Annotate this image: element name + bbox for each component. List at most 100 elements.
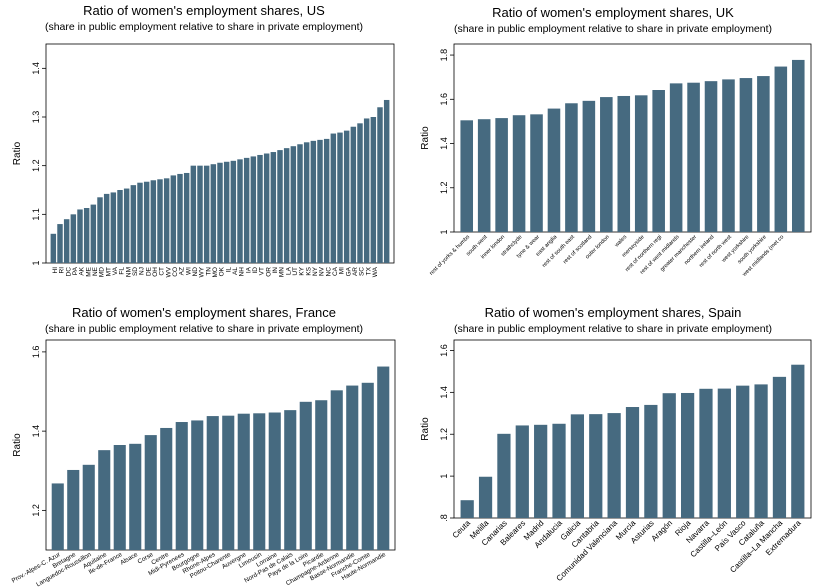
x-tick-label: MT: [105, 267, 112, 276]
x-tick-label: KS: [305, 266, 312, 275]
bar: [652, 90, 665, 233]
y-tick-label: 1.4: [31, 425, 41, 438]
bar: [699, 388, 713, 518]
x-tick-label: RI: [59, 267, 66, 274]
bar: [170, 175, 177, 263]
bar: [143, 181, 150, 263]
bar: [113, 445, 126, 550]
bar: [530, 114, 543, 232]
y-tick-label: 1.6: [439, 93, 449, 106]
x-tick-label: AL: [232, 267, 239, 275]
x-tick-label: SD: [132, 267, 139, 276]
x-tick-label: NJ: [139, 267, 146, 275]
bar: [717, 388, 731, 518]
x-tick-label: CO: [172, 267, 179, 277]
bar: [129, 443, 142, 550]
bar: [90, 204, 97, 263]
bar: [361, 382, 374, 550]
bar: [370, 117, 377, 263]
x-tick-label: MI: [339, 267, 346, 274]
x-tick-label: NH: [239, 267, 246, 277]
bar: [190, 165, 197, 263]
bar: [589, 414, 603, 518]
bar: [183, 172, 190, 263]
bar: [515, 425, 529, 518]
bar: [512, 115, 526, 232]
y-tick-label: 1.4: [439, 386, 449, 399]
x-tick-label: VA: [112, 266, 119, 275]
bar: [477, 119, 491, 232]
bar: [478, 476, 493, 518]
bar: [739, 78, 753, 232]
bar: [600, 97, 613, 232]
x-tick-label: DC: [65, 267, 72, 277]
bar: [534, 424, 548, 518]
bar: [150, 180, 157, 263]
x-tick-label: MO: [212, 267, 219, 277]
x-tick-label: UT: [292, 267, 299, 276]
bar: [383, 99, 390, 263]
bar: [644, 404, 658, 518]
chart-svg: .811.21.41.6RatioCeutaMelillaCanariasBal…: [420, 339, 812, 583]
bar: [722, 79, 735, 232]
x-tick-label: AK: [79, 266, 86, 275]
bar: [222, 415, 235, 550]
bar: [791, 364, 805, 518]
x-tick-label: KY: [299, 266, 306, 275]
bar: [283, 148, 290, 263]
bar: [203, 165, 210, 263]
x-tick-label: IN: [272, 267, 279, 274]
x-tick-label: SC: [359, 267, 366, 276]
bar: [680, 392, 695, 518]
bar: [363, 118, 370, 264]
bar: [736, 385, 750, 518]
x-tick-label: NC: [325, 267, 332, 277]
bar: [130, 185, 137, 263]
chart-panel-uk: Ratio of women's employment shares, UK (…: [409, 0, 817, 294]
x-tick-label: LA: [285, 266, 292, 275]
bar: [237, 413, 250, 550]
bar: [268, 412, 281, 550]
y-axis-label: Ratio: [420, 126, 431, 150]
bar: [253, 413, 266, 550]
x-tick-label: ID: [252, 267, 259, 274]
bar: [687, 82, 700, 233]
x-tick-label: OH: [152, 267, 159, 277]
chart-subtitle: (share in public employment relative to …: [453, 23, 773, 35]
bar: [277, 150, 283, 263]
plot-frame: [45, 339, 396, 551]
bar: [377, 107, 383, 264]
x-tick-label: TN: [205, 267, 212, 276]
bar: [157, 179, 163, 263]
chart-panel-france: Ratio of women's employment shares, Fran…: [0, 294, 408, 588]
y-tick-label: 1.4: [31, 62, 41, 75]
bar: [377, 366, 390, 550]
bar: [303, 142, 310, 263]
x-tick-label: NV: [319, 266, 326, 276]
bar: [330, 390, 343, 550]
bar: [191, 420, 204, 550]
bar: [774, 66, 788, 232]
x-tick-label: IL: [225, 267, 232, 273]
bar: [57, 224, 63, 263]
bar: [772, 376, 787, 518]
bar: [570, 414, 585, 518]
x-tick-label: NE: [92, 266, 99, 276]
x-tick-label: WI: [185, 267, 192, 275]
bar: [547, 108, 561, 232]
bar: [206, 416, 219, 550]
bar: [175, 422, 188, 550]
bar: [317, 139, 323, 263]
bar: [83, 208, 90, 263]
y-tick-label: 1.6: [439, 344, 449, 357]
bar: [460, 120, 474, 232]
bar: [350, 126, 357, 263]
bar: [299, 401, 312, 550]
bar: [97, 197, 103, 263]
bar: [323, 138, 330, 263]
bar: [791, 59, 805, 232]
chart-title: Ratio of women's employment shares, Fran…: [71, 305, 337, 320]
bar: [270, 152, 277, 263]
bar: [223, 161, 230, 263]
